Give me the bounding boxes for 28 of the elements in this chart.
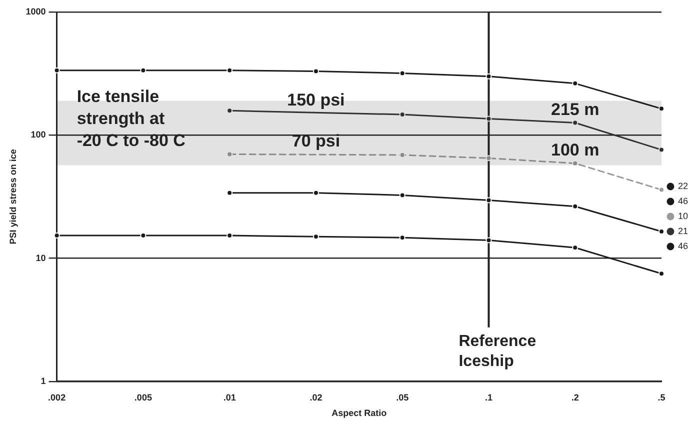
y-tick-label: 1000 [26, 6, 46, 16]
annotation: 215 m [551, 100, 600, 119]
x-tick-label: .2 [571, 392, 579, 402]
legend-label: 22 [678, 180, 688, 191]
point [486, 155, 492, 162]
legend-label: 46 [678, 196, 688, 206]
y-tick-label: 10 [36, 252, 46, 263]
point [486, 197, 492, 204]
x-tick-label: .05 [396, 392, 409, 402]
x-tick-label: .01 [223, 392, 236, 402]
x-tick-label: .5 [658, 392, 666, 402]
x-tick-label: .002 [48, 392, 66, 402]
annotation: 100 m [551, 140, 600, 160]
y-tick-label: 1 [40, 376, 46, 386]
point [486, 116, 492, 122]
legend-label: 46 [678, 240, 688, 251]
y-tick-label: 100 [30, 130, 46, 140]
point [486, 73, 492, 80]
point [486, 237, 492, 244]
x-axis-title: Aspect Ratio [332, 408, 388, 418]
legend-label: 21 [678, 226, 688, 236]
annotation: 150 psi [287, 90, 345, 110]
legend-label: 10 [678, 210, 688, 221]
x-tick-label: .005 [134, 392, 152, 402]
y-axis-title: PSI yield stress on ice [8, 149, 18, 244]
x-tick-label: .02 [310, 392, 322, 402]
x-tick-label: .1 [484, 392, 492, 402]
ref-line-label: Reference Iceship [458, 332, 536, 370]
